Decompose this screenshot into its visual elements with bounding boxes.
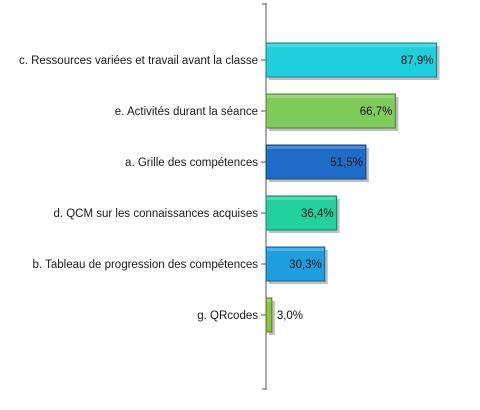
value-label: 66,7% <box>360 106 393 118</box>
bar-highlight <box>267 95 395 98</box>
bar-highlight <box>267 197 336 200</box>
category-label: a. Grille des compétences <box>125 157 258 169</box>
category-label: g. QRcodes <box>197 310 258 322</box>
value-label: 3,0% <box>277 310 303 322</box>
labels: c. Ressources variées et travail avant l… <box>19 55 434 322</box>
bar <box>265 195 338 231</box>
category-label: c. Ressources variées et travail avant l… <box>19 55 258 67</box>
bar-highlight <box>267 248 324 251</box>
value-label: 30,3% <box>289 259 322 271</box>
category-axis <box>261 3 267 390</box>
value-label: 51,5% <box>330 157 363 169</box>
bar-highlight <box>267 299 271 302</box>
bar <box>265 297 273 333</box>
bar <box>265 93 396 129</box>
bar-highlight <box>267 44 436 47</box>
category-label: d. QCM sur les connaissances acquises <box>53 208 258 220</box>
bar <box>265 144 367 180</box>
bar <box>265 42 438 78</box>
category-label: b. Tableau de progression des compétence… <box>33 259 259 271</box>
value-label: 36,4% <box>301 208 334 220</box>
bar <box>265 246 326 282</box>
value-label: 87,9% <box>401 55 434 67</box>
bars <box>265 42 440 335</box>
bar-highlight <box>267 146 365 149</box>
category-label: e. Activités durant la séance <box>115 106 258 118</box>
